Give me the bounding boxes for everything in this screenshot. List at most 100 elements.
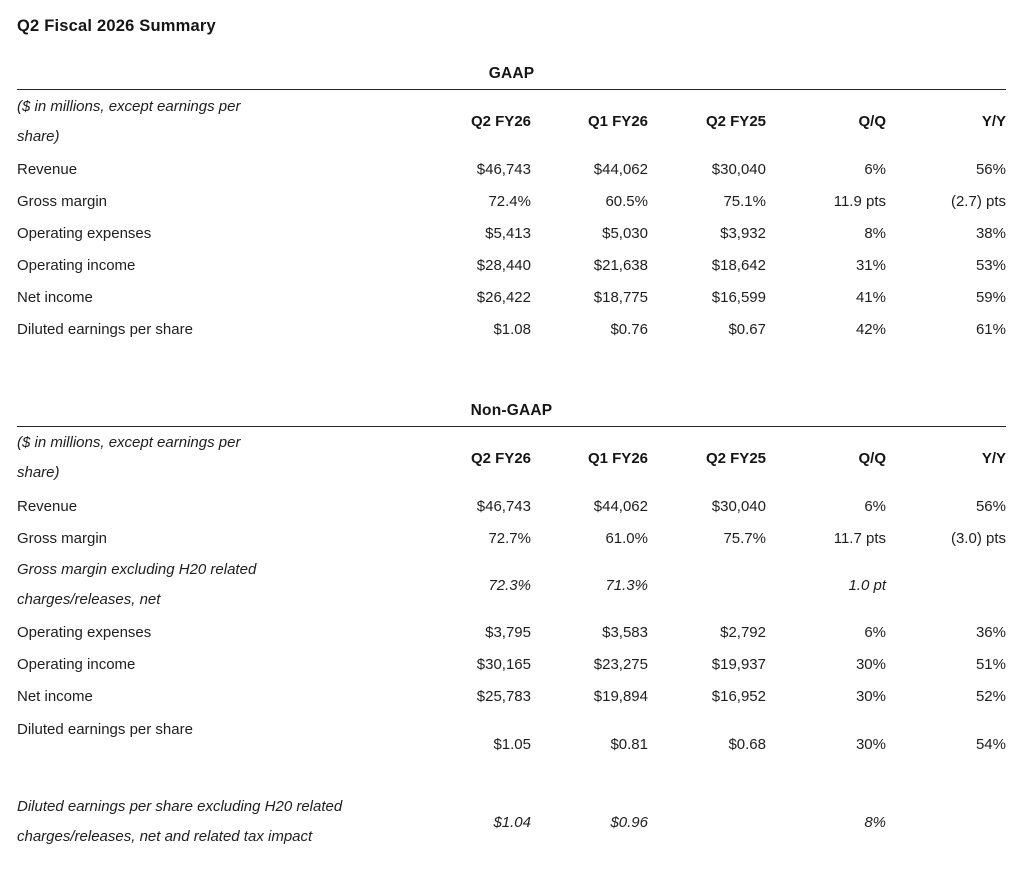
value-cell: 1.0 pt <box>848 576 886 594</box>
row-label: Revenue <box>17 497 78 515</box>
row-label-text: Gross margin excluding H20 related charg… <box>17 561 257 608</box>
value-cell: 75.1% <box>723 193 766 210</box>
value-cell: 54% <box>975 735 1006 753</box>
value-cell: 72.4% <box>488 193 531 210</box>
column-header-qq: Q/Q <box>858 113 886 131</box>
value-cell: 72.7% <box>488 529 531 547</box>
non-gaap-table: ($ in millions, except earnings per shar… <box>17 425 1006 869</box>
row-label: Gross margin excluding H20 related charg… <box>17 554 417 616</box>
column-header-q1-fy26: Q1 FY26 <box>587 113 648 131</box>
value-cell: 42% <box>855 321 886 338</box>
value-cell: 6% <box>864 623 886 641</box>
value-cell: 11.7 pts <box>833 529 886 547</box>
gaap-section: GAAP ($ in millions, except earnings per… <box>17 66 1006 346</box>
header-row: ($ in millions, except earnings per shar… <box>17 426 1006 490</box>
value-cell: $26,422 <box>476 289 531 306</box>
value-cell: 6% <box>864 497 886 515</box>
value-cell: $18,642 <box>711 257 766 274</box>
column-header-qq: Q/Q <box>858 449 886 467</box>
row-label-text: Diluted earnings per share excluding H20… <box>17 797 343 846</box>
value-cell: 36% <box>975 623 1006 641</box>
column-header-q2-fy26: Q2 FY26 <box>470 113 531 131</box>
value-cell: $2,792 <box>720 623 766 641</box>
value-cell: $0.68 <box>728 735 766 753</box>
table-row: Diluted earnings per share $1.08 $0.76 $… <box>17 314 1006 346</box>
value-cell: 30% <box>855 687 886 705</box>
value-cell: 61% <box>975 321 1006 338</box>
value-cell: 30% <box>855 735 886 753</box>
value-cell: $30,040 <box>711 161 766 178</box>
value-cell <box>648 554 766 616</box>
table-row: Revenue $46,743 $44,062 $30,040 6% 56% <box>17 154 1006 186</box>
value-cell: $30,040 <box>711 497 766 515</box>
table-row: Net income $26,422 $18,775 $16,599 41% 5… <box>17 282 1006 314</box>
row-label: Net income <box>17 289 93 306</box>
row-label: Diluted earnings per share <box>17 721 193 738</box>
table-row: Operating income $28,440 $21,638 $18,642… <box>17 250 1006 282</box>
column-header-q2-fy25: Q2 FY25 <box>705 449 766 467</box>
value-cell: $23,275 <box>593 655 648 673</box>
value-cell: 75.7% <box>723 529 766 547</box>
column-header-yy: Y/Y <box>981 113 1006 131</box>
value-cell: 59% <box>975 289 1006 306</box>
value-cell: $19,894 <box>593 687 648 705</box>
value-cell: 51% <box>975 655 1006 673</box>
value-cell: 6% <box>864 161 886 178</box>
value-cell: $0.96 <box>610 813 648 831</box>
column-header-q2-fy26: Q2 FY26 <box>470 449 531 467</box>
value-cell: $1.05 <box>493 735 531 753</box>
value-cell: $30,165 <box>476 655 531 673</box>
gaap-table-caption: GAAP <box>488 65 535 82</box>
value-cell: 60.5% <box>605 193 648 210</box>
value-cell: 61.0% <box>605 529 648 547</box>
value-cell: $44,062 <box>593 497 648 515</box>
value-cell: $3,795 <box>485 623 531 641</box>
non-gaap-table-caption: Non-GAAP <box>470 401 553 419</box>
table-row: Net income $25,783 $19,894 $16,952 30% 5… <box>17 680 1006 712</box>
value-cell <box>648 776 766 868</box>
value-cell: 41% <box>855 289 886 306</box>
value-cell: $19,937 <box>711 655 766 673</box>
row-label: Net income <box>17 687 93 705</box>
row-label: Diluted earnings per share <box>17 321 193 338</box>
unit-note-text: ($ in millions, except earnings per shar… <box>17 434 241 482</box>
value-cell: 30% <box>855 655 886 673</box>
value-cell: $25,783 <box>476 687 531 705</box>
table-row: Operating expenses $3,795 $3,583 $2,792 … <box>17 616 1006 648</box>
value-cell: $3,932 <box>720 225 766 242</box>
table-row-diluted-eps: Diluted earnings per share $1.05 $0.81 $… <box>17 712 1006 776</box>
column-header-q1-fy26: Q1 FY26 <box>587 449 648 467</box>
value-cell: $21,638 <box>593 257 648 274</box>
page-title: Q2 Fiscal 2026 Summary <box>17 17 216 35</box>
value-cell: 11.9 pts <box>833 193 886 210</box>
value-cell: 38% <box>975 225 1006 242</box>
value-cell: $1.08 <box>493 321 531 338</box>
value-cell: 31% <box>855 257 886 274</box>
value-cell: $5,030 <box>602 225 648 242</box>
value-cell: 56% <box>975 161 1006 178</box>
value-cell <box>886 554 1006 616</box>
unit-note: ($ in millions, except earnings per shar… <box>17 426 417 490</box>
table-row: Operating income $30,165 $23,275 $19,937… <box>17 648 1006 680</box>
row-label: Gross margin <box>17 193 108 210</box>
row-label: Operating expenses <box>17 225 152 242</box>
unit-note-text: ($ in millions, except earnings per shar… <box>17 97 241 145</box>
value-cell: $0.81 <box>610 735 648 753</box>
table-row-gross-margin-excl-h20: Gross margin excluding H20 related charg… <box>17 554 1006 616</box>
row-label: Operating income <box>17 655 136 673</box>
table-row: Gross margin 72.7% 61.0% 75.7% 11.7 pts … <box>17 522 1006 554</box>
row-label: Diluted earnings per share excluding H20… <box>17 776 417 868</box>
column-header-yy: Y/Y <box>981 449 1006 467</box>
value-cell: $1.04 <box>493 813 531 831</box>
value-cell: $0.76 <box>610 321 648 338</box>
value-cell: (2.7) pts <box>950 193 1006 210</box>
value-cell: $16,952 <box>711 687 766 705</box>
value-cell <box>886 776 1006 868</box>
table-row: Operating expenses $5,413 $5,030 $3,932 … <box>17 218 1006 250</box>
row-label: Operating income <box>17 257 136 274</box>
column-header-q2-fy25: Q2 FY25 <box>705 113 766 131</box>
value-cell: 8% <box>864 225 886 242</box>
value-cell: $0.67 <box>728 321 766 338</box>
gaap-table: ($ in millions, except earnings per shar… <box>17 89 1006 346</box>
